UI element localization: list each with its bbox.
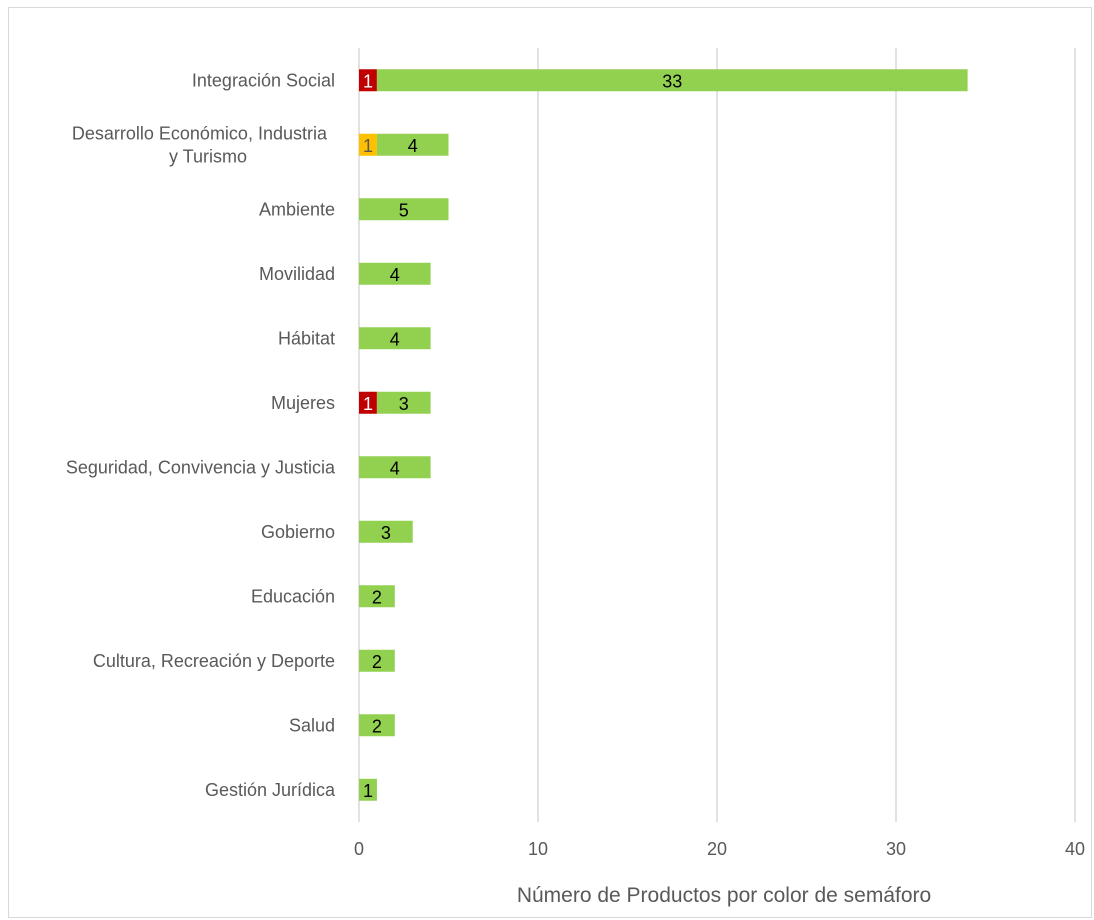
bar-chart: 1 33 1 4 5 4 4 1 3 4 3 2 2 2 1 Integración Social Desar… — [66, 48, 1085, 907]
bar-segment — [376, 133, 449, 156]
category-label: Integración Social — [192, 70, 335, 90]
bar-segment — [359, 198, 449, 221]
data-label: 2 — [372, 652, 382, 672]
category-label: Gobierno — [261, 522, 335, 542]
data-label: 5 — [399, 200, 409, 220]
category-label: Salud — [289, 715, 335, 735]
bar-segment — [359, 714, 395, 737]
data-label: 4 — [390, 458, 400, 478]
data-label: 4 — [390, 265, 400, 285]
data-label: 1 — [363, 781, 373, 801]
gridlines — [358, 48, 1076, 822]
x-tick-label: 30 — [886, 839, 906, 859]
data-label: 1 — [363, 136, 373, 156]
bar-segment — [359, 391, 377, 414]
x-tick-label: 10 — [528, 839, 548, 859]
category-label: Desarrollo Económico, Industria y Turismo — [72, 123, 328, 166]
category-label: Educación — [251, 586, 335, 606]
bar-segment — [376, 391, 431, 414]
x-tick-label: 20 — [707, 839, 727, 859]
category-label: Cultura, Recreación y Deporte — [93, 651, 335, 671]
bar-segment — [376, 69, 968, 92]
bar-segment — [359, 262, 431, 285]
bar-segment — [359, 133, 377, 156]
bar-segment — [359, 585, 395, 608]
bar-segment — [359, 778, 377, 801]
category-label: Gestión Jurídica — [205, 780, 336, 800]
bar-segment — [359, 520, 413, 543]
chart-area: 1 33 1 4 5 4 4 1 3 4 3 2 2 2 1 Integración Social Desar… — [8, 7, 1092, 918]
bar-segment — [359, 649, 395, 672]
category-label: Mujeres — [271, 393, 335, 413]
category-labels: Integración Social Desarrollo Económico, … — [66, 70, 336, 800]
bar-segment — [359, 69, 377, 92]
category-label: Movilidad — [259, 264, 335, 284]
data-label: 2 — [372, 716, 382, 736]
x-tick-label: 0 — [354, 839, 364, 859]
data-label: 4 — [390, 329, 400, 349]
bar-segment — [359, 327, 431, 350]
x-tick-labels: 0 10 20 30 40 — [354, 839, 1085, 859]
data-label: 3 — [381, 523, 391, 543]
data-label: 4 — [408, 136, 418, 156]
data-label: 1 — [363, 394, 373, 414]
category-label: Seguridad, Convivencia y Justicia — [66, 457, 336, 477]
data-label: 2 — [372, 587, 382, 607]
x-axis-title: Número de Productos por color de semáfor… — [517, 884, 931, 907]
data-label: 3 — [399, 394, 409, 414]
category-label: Hábitat — [278, 328, 335, 348]
data-label: 33 — [662, 71, 682, 91]
bars: 1 33 1 4 5 4 4 1 3 4 3 2 2 2 1 — [359, 69, 968, 801]
x-tick-label: 40 — [1065, 839, 1085, 859]
category-label: Ambiente — [259, 199, 335, 219]
data-label: 1 — [363, 71, 373, 91]
bar-segment — [359, 456, 431, 479]
